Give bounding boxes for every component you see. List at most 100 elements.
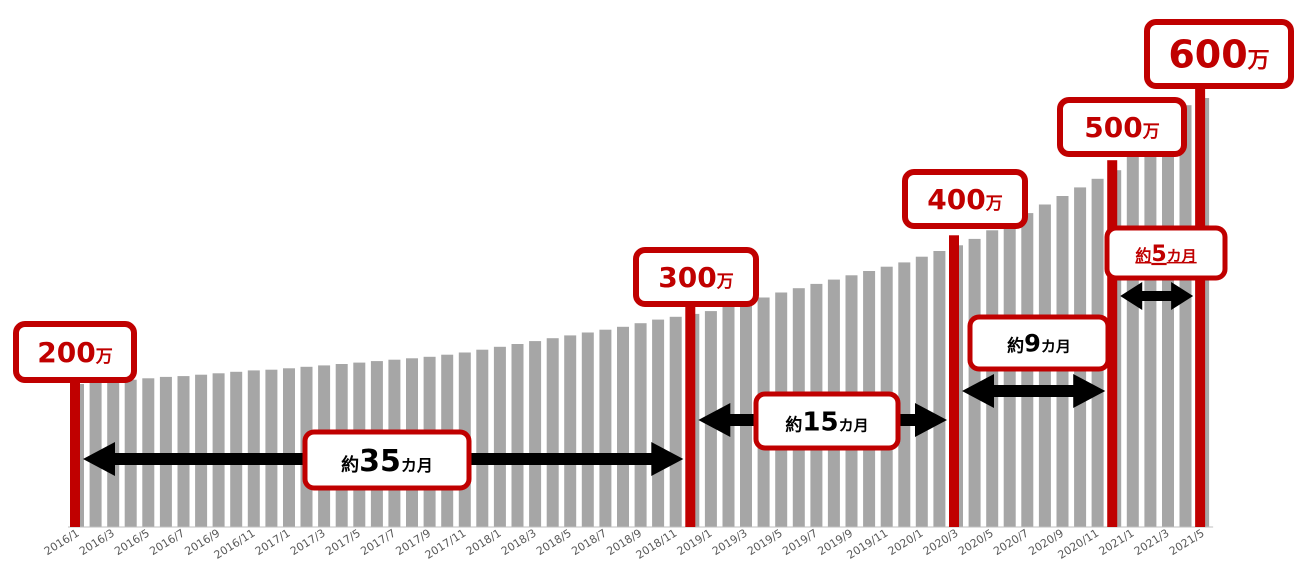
bar (142, 378, 155, 527)
bar (212, 373, 225, 527)
x-tick-label: 2017/1 (253, 527, 293, 559)
milestone-label-box (1144, 19, 1294, 89)
span-suffix: カ月 (1041, 338, 1071, 356)
x-tick-label: 2020/5 (956, 527, 996, 559)
milestone-label-box (13, 321, 137, 383)
bar (898, 262, 911, 527)
milestone-label-text: 200万 (37, 336, 112, 369)
x-tick-label: 2019/1 (675, 527, 715, 559)
milestone-value: 200 (37, 336, 95, 369)
arrow-head-left (1120, 282, 1143, 310)
span-arrow (962, 374, 1106, 408)
milestone-lines (70, 88, 1206, 528)
bar (1162, 120, 1174, 528)
milestone-line (1107, 160, 1118, 527)
bar (581, 332, 594, 527)
milestone-line (70, 374, 80, 527)
bar (1144, 137, 1157, 528)
milestone-label-box (1057, 97, 1187, 157)
span-label: 約15カ月 (753, 391, 901, 451)
milestone-label: 200万 (13, 321, 137, 383)
x-tick-label: 2020/7 (991, 527, 1031, 559)
arrow-head-right (1073, 374, 1106, 408)
arrow-head-left (962, 374, 994, 408)
arrow-head-right (651, 442, 684, 476)
x-tick-label: 2020/3 (921, 527, 961, 559)
bar (599, 329, 612, 527)
span-label: 約9カ月 (967, 314, 1111, 372)
bar (634, 323, 647, 527)
arrow-head-left (83, 442, 115, 476)
arrow-head-right (1171, 282, 1194, 310)
milestone-unit: 万 (985, 194, 1003, 214)
bar (247, 370, 260, 527)
x-tick-label: 2016/3 (77, 527, 117, 559)
milestone-label-text: 500万 (1084, 111, 1159, 144)
bar (617, 326, 629, 527)
span-arrow (1120, 282, 1194, 310)
milestone-unit: 万 (1247, 49, 1270, 74)
milestone-label-text: 600万 (1168, 33, 1269, 77)
milestone-value: 400 (927, 183, 985, 216)
span-label-box (967, 314, 1111, 372)
span-number: 15 (802, 407, 838, 437)
milestone-label: 500万 (1057, 97, 1187, 157)
bar (1003, 221, 1016, 527)
arrow-shaft (992, 385, 1076, 397)
x-tick-label: 2018/5 (534, 527, 574, 559)
milestone-label-box (902, 169, 1028, 229)
milestone-label-text: 400万 (927, 183, 1002, 216)
x-tick-label: 2021/5 (1167, 527, 1207, 559)
x-tick-label: 2018/3 (499, 527, 539, 559)
bar (669, 316, 682, 527)
bar (493, 346, 506, 527)
bar (283, 368, 295, 527)
span-prefix: 約 (341, 454, 359, 476)
bar (1179, 105, 1192, 527)
x-tick-label: 2017/7 (358, 527, 398, 559)
span-label-text: 約9カ月 (1007, 330, 1071, 358)
milestone-label-box (633, 247, 759, 307)
bar (1126, 155, 1139, 527)
arrow-shaft (1140, 291, 1174, 301)
arrow-head-left (698, 403, 731, 437)
milestone-label: 400万 (902, 169, 1028, 229)
x-tick-label: 2019/5 (745, 527, 785, 559)
span-label-text: 約35カ月 (341, 444, 433, 479)
bar (652, 319, 665, 527)
span-label-text: 約15カ月 (785, 407, 868, 437)
span-label-text: 約5カ月 (1135, 242, 1196, 267)
milestone-line (685, 303, 696, 527)
milestone-label: 600万 (1144, 19, 1294, 89)
milestone-unit: 万 (716, 272, 734, 292)
x-tick-label: 2016/5 (112, 527, 152, 559)
span-label-box (753, 391, 901, 451)
milestone-unit: 万 (1142, 122, 1160, 142)
x-tick-label: 2017/5 (323, 527, 363, 559)
span-number: 5 (1151, 242, 1166, 267)
bar (265, 369, 278, 527)
milestone-value: 300 (658, 261, 716, 294)
span-number: 35 (359, 444, 401, 479)
milestone-label: 300万 (633, 247, 759, 307)
span-label-box (1104, 225, 1228, 281)
x-tick-label: 2017/3 (288, 527, 328, 559)
span-prefix: 約 (1007, 336, 1024, 357)
span-label: 約5カ月 (1104, 225, 1228, 281)
bars-group (72, 98, 1210, 528)
bar (915, 256, 928, 527)
bar (564, 335, 577, 527)
span-number: 9 (1024, 330, 1041, 358)
x-tick-label: 2016/1 (42, 527, 82, 559)
bar (511, 344, 524, 527)
span-suffix: カ月 (1167, 247, 1197, 265)
span-prefix: 約 (785, 414, 802, 435)
x-tick-label: 2020/1 (886, 527, 926, 559)
span-label: 約35カ月 (302, 429, 472, 491)
arrow-head-right (915, 403, 947, 437)
span-prefix: 約 (1135, 246, 1151, 265)
x-tick-label: 2018/7 (569, 527, 609, 559)
